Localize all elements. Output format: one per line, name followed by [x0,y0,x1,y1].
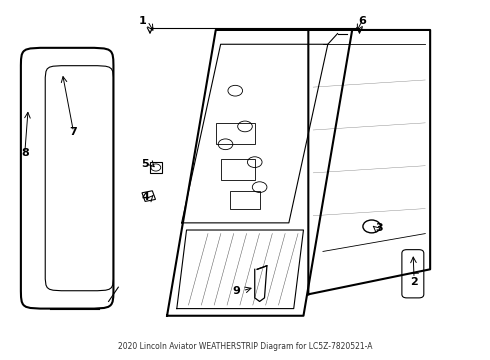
Bar [230,191,260,208]
Text: 2: 2 [410,277,418,287]
Text: 9: 9 [232,286,240,296]
Text: 8: 8 [21,148,28,158]
Text: 6: 6 [358,16,366,26]
Bar [150,162,162,173]
Text: 7: 7 [70,127,77,137]
Text: 5: 5 [141,159,149,169]
Bar [216,123,255,144]
Bar [220,158,255,180]
Text: 1: 1 [139,16,147,26]
Text: 3: 3 [375,223,383,233]
Text: 4: 4 [141,192,149,202]
Bar [142,191,155,202]
Text: 2020 Lincoln Aviator WEATHERSTRIP Diagram for LC5Z-7820521-A: 2020 Lincoln Aviator WEATHERSTRIP Diagra… [118,342,372,351]
